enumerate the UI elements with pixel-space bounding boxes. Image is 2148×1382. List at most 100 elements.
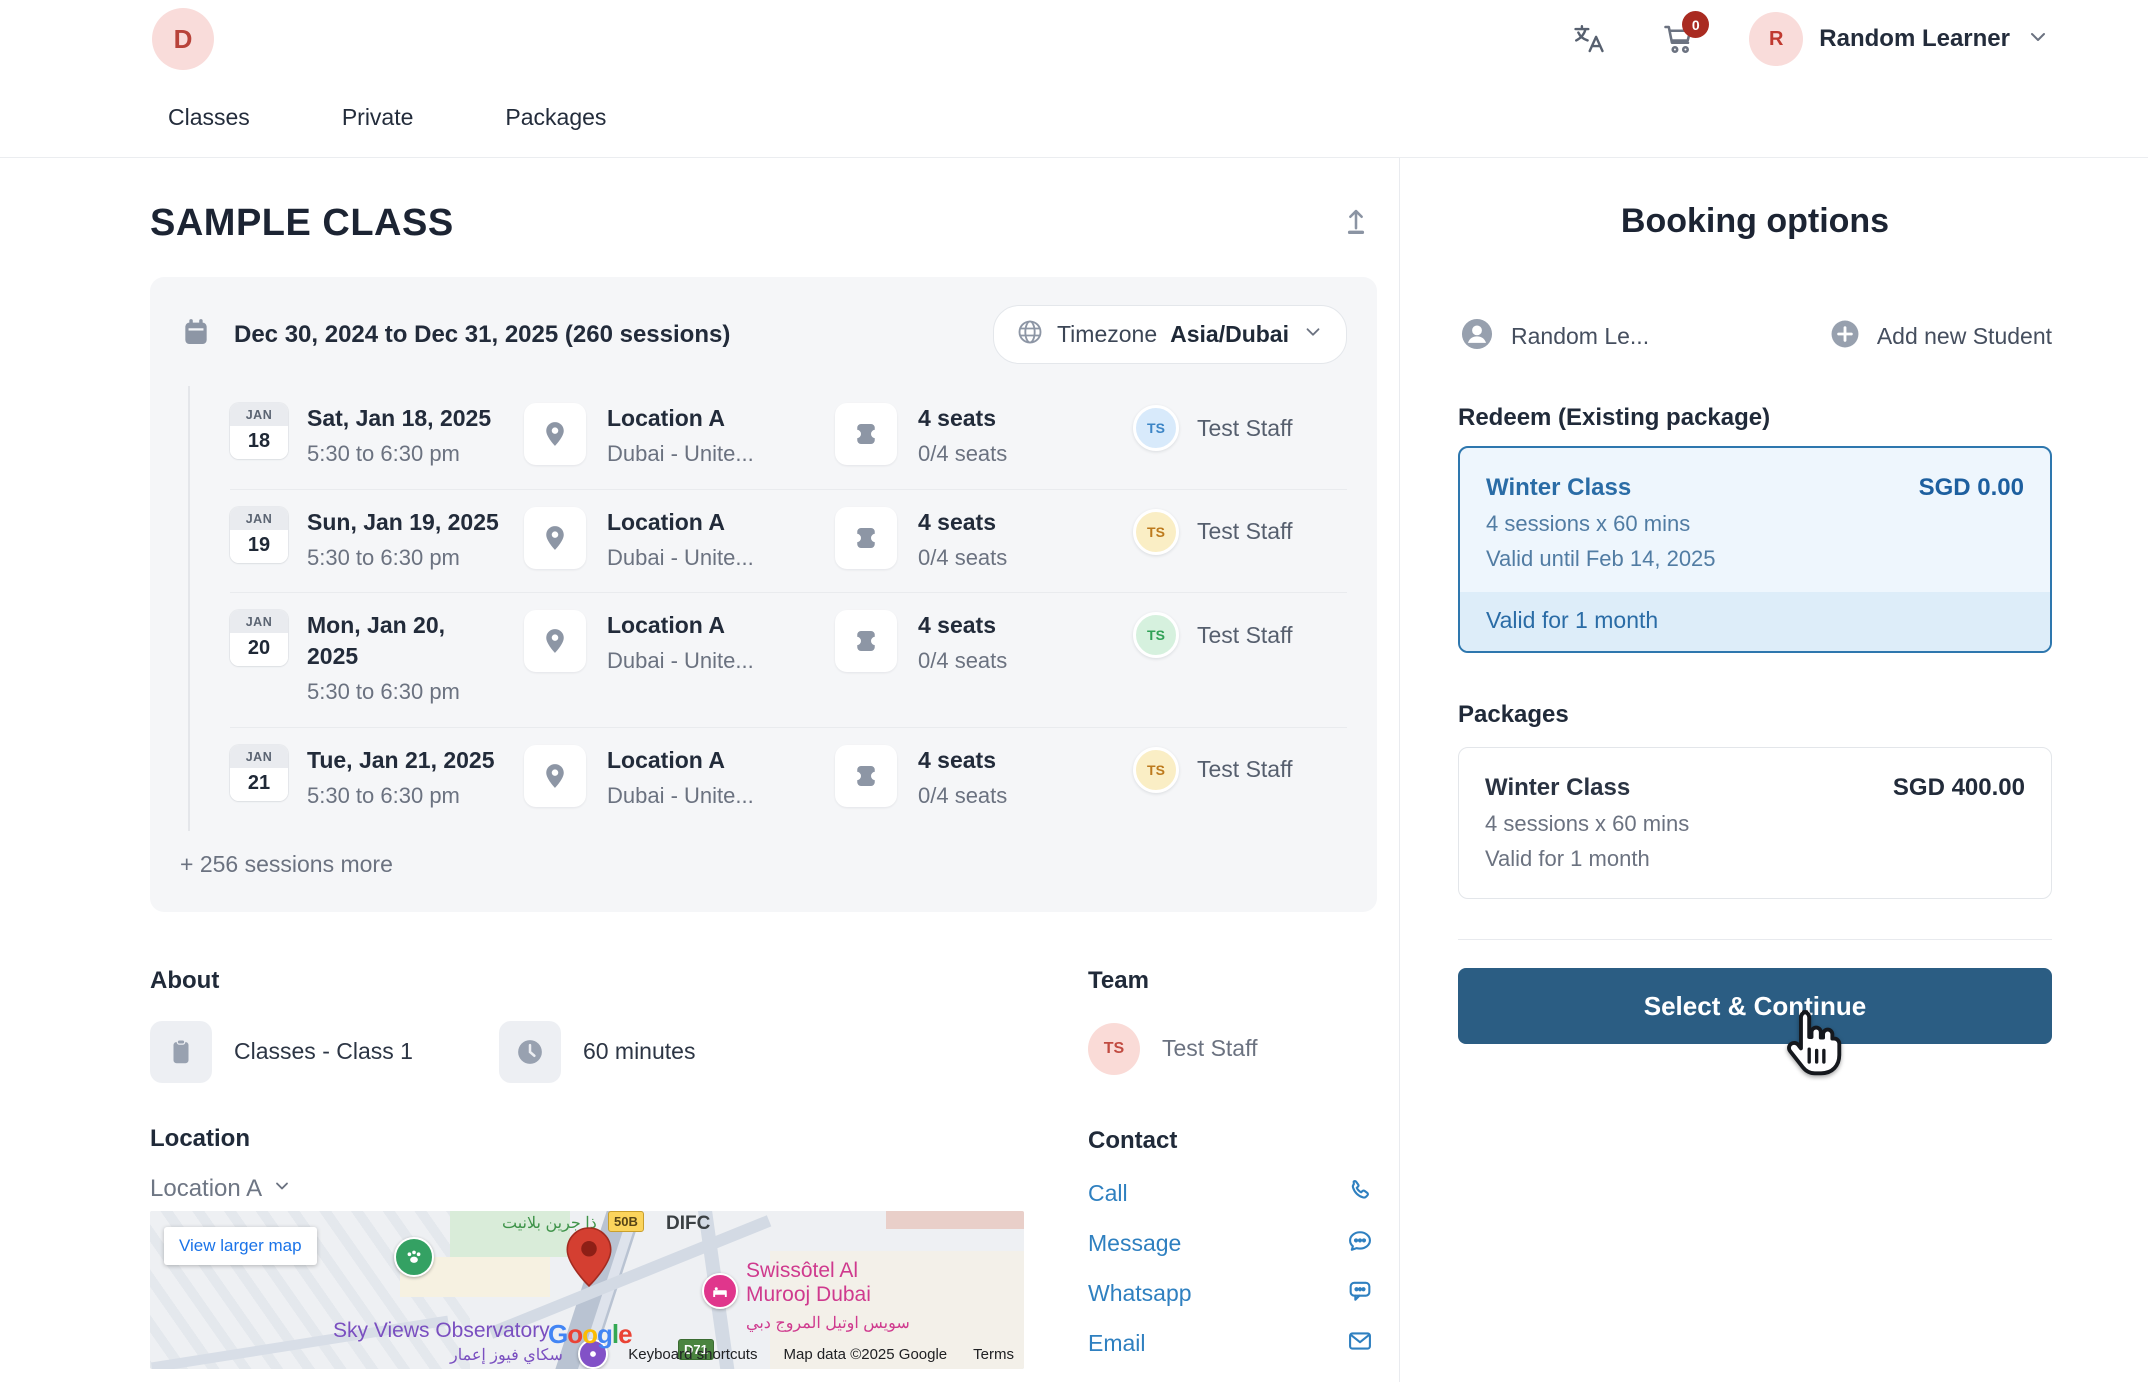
- map-label-sky-views-ar: سكاي فيوز إعمار: [450, 1346, 563, 1364]
- location-pin-icon: [524, 744, 586, 807]
- redeem-package-card[interactable]: Winter Class SGD 0.00 4 sessions x 60 mi…: [1458, 446, 2052, 653]
- clipboard-icon: [150, 1020, 212, 1083]
- map-label-sky-views: Sky Views Observatory: [333, 1318, 550, 1342]
- map-keyboard-shortcuts[interactable]: Keyboard shortcuts: [628, 1345, 758, 1363]
- staff-name: Test Staff: [1197, 756, 1293, 783]
- session-time: 5:30 to 6:30 pm: [307, 544, 460, 570]
- session-seats: 4 seats: [918, 508, 997, 535]
- seats-icon: [835, 610, 897, 673]
- session-date: Tue, Jan 21, 2025: [307, 746, 495, 773]
- duration-label: 60 minutes: [582, 1038, 696, 1065]
- staff-avatar: TS: [1133, 405, 1179, 451]
- location-heading: Location: [150, 1124, 250, 1152]
- tab-packages[interactable]: Packages: [505, 104, 607, 130]
- team-member[interactable]: TS Test Staff: [1088, 1022, 1377, 1075]
- view-larger-map-button[interactable]: View larger map: [164, 1226, 317, 1265]
- staff-name: Test Staff: [1197, 518, 1293, 545]
- brand-avatar[interactable]: D: [152, 8, 214, 70]
- add-new-student-button[interactable]: Add new Student: [1828, 317, 2052, 356]
- more-sessions-link[interactable]: + 256 sessions more: [180, 850, 393, 877]
- contact-message-link[interactable]: Message: [1088, 1219, 1374, 1269]
- map-road-badge-50b: 50B: [608, 1210, 644, 1232]
- top-header: D 0 R Random Learner: [0, 0, 2148, 78]
- session-seats-sub: 0/4 seats: [918, 544, 1008, 570]
- session-location: Location A: [607, 405, 725, 431]
- session-seats-sub: 0/4 seats: [918, 648, 1008, 674]
- session-location-sub: Dubai - Unite...: [607, 783, 754, 809]
- session-row[interactable]: JAN 18 Sat, Jan 18, 2025 5:30 to 6:30 pm…: [230, 386, 1347, 489]
- booking-panel: Booking options Random Le... Add new Stu…: [1400, 158, 2148, 1382]
- timezone-value: Asia/Dubai: [1170, 321, 1289, 347]
- date-range-label: Dec 30, 2024 to Dec 31, 2025 (260 sessio…: [234, 320, 731, 348]
- class-detail-panel: SAMPLE CLASS Dec 30, 2024 to Dec 31, 20: [0, 158, 1400, 1382]
- page-title: SAMPLE CLASS: [150, 202, 454, 244]
- phone-icon: [1346, 1177, 1374, 1210]
- date-chip: JAN 20: [230, 610, 288, 667]
- staff-avatar: TS: [1133, 508, 1179, 555]
- session-location-sub: Dubai - Unite...: [607, 544, 754, 570]
- map-observatory-marker[interactable]: [578, 1338, 608, 1369]
- tab-classes[interactable]: Classes: [168, 104, 250, 130]
- redeem-package-name: Winter Class: [1486, 474, 1632, 501]
- map-terms-link[interactable]: Terms: [973, 1345, 1014, 1363]
- location-pin-icon: [524, 506, 586, 569]
- session-seats-sub: 0/4 seats: [918, 783, 1008, 809]
- contact-call-link[interactable]: Call: [1088, 1169, 1374, 1219]
- person-icon: [1458, 315, 1496, 358]
- cart-count-badge: 0: [1682, 11, 1710, 38]
- whatsapp-chat-icon: [1346, 1277, 1374, 1310]
- session-location: Location A: [607, 508, 725, 535]
- cart-icon[interactable]: 0: [1659, 11, 1710, 59]
- timezone-selector[interactable]: Timezone Asia/Dubai: [992, 305, 1347, 364]
- location-selector[interactable]: Location A: [150, 1175, 292, 1203]
- map-hotel-marker[interactable]: [702, 1272, 738, 1309]
- contact-email-link[interactable]: Email: [1088, 1319, 1374, 1369]
- session-row[interactable]: JAN 20 Mon, Jan 20, 2025 5:30 to 6:30 pm…: [230, 592, 1347, 727]
- plus-circle-icon: [1828, 317, 1862, 356]
- session-location-sub: Dubai - Unite...: [607, 648, 754, 674]
- tab-private[interactable]: Private: [341, 104, 414, 130]
- date-chip: JAN 21: [230, 744, 288, 801]
- redeem-package-price: SGD 0.00: [1918, 474, 2024, 501]
- share-export-icon[interactable]: [1339, 204, 1373, 243]
- map-label-green-planet: ذا جرين بلانيت: [502, 1214, 597, 1232]
- team-member-name: Test Staff: [1162, 1035, 1258, 1062]
- map-label-hotel-ar: سويس اوتيل المروج دبي: [746, 1314, 910, 1332]
- contact-heading: Contact: [1088, 1126, 1178, 1154]
- session-location: Location A: [607, 612, 725, 639]
- class-category-label: Classes - Class 1: [234, 1038, 413, 1065]
- user-menu[interactable]: R Random Learner: [1749, 12, 2050, 66]
- redeem-package-validity: Valid until Feb 14, 2025: [1486, 546, 1716, 571]
- session-location-sub: Dubai - Unite...: [607, 441, 754, 467]
- select-continue-button[interactable]: Select & Continue: [1458, 968, 2052, 1044]
- location-pin-icon: [524, 610, 586, 673]
- date-chip: JAN 19: [230, 506, 288, 563]
- session-seats: 4 seats: [918, 405, 997, 431]
- session-time: 5:30 to 6:30 pm: [307, 783, 460, 809]
- session-row[interactable]: JAN 21 Tue, Jan 21, 2025 5:30 to 6:30 pm…: [230, 726, 1347, 831]
- map-red-pin[interactable]: [566, 1226, 612, 1287]
- package-card[interactable]: Winter Class SGD 400.00 4 sessions x 60 …: [1458, 747, 2052, 899]
- contact-whatsapp-link[interactable]: Whatsapp: [1088, 1269, 1374, 1319]
- staff-avatar: TS: [1133, 746, 1179, 793]
- selected-student[interactable]: Random Le...: [1458, 315, 1649, 358]
- globe-icon: [1016, 318, 1044, 351]
- session-date: Sun, Jan 19, 2025: [307, 508, 499, 535]
- seats-icon: [835, 506, 897, 569]
- session-seats-sub: 0/4 seats: [918, 441, 1008, 467]
- map-data-attribution: Map data ©2025 Google: [783, 1345, 948, 1363]
- map-road-badge-d71: D71: [678, 1338, 714, 1360]
- booking-options-title: Booking options: [1620, 202, 1890, 240]
- map-label-hotel: Swissôtel Al Murooj Dubai: [746, 1258, 871, 1306]
- user-name: Random Learner: [1819, 25, 2010, 52]
- session-row[interactable]: JAN 19 Sun, Jan 19, 2025 5:30 to 6:30 pm…: [230, 488, 1347, 593]
- session-time: 5:30 to 6:30 pm: [307, 679, 460, 705]
- google-map[interactable]: ذا جرين بلانيت DIFC 50B Swissôtel Al Mur…: [150, 1210, 1024, 1369]
- map-label-difc: DIFC: [666, 1212, 711, 1234]
- google-logo: Google: [548, 1318, 633, 1349]
- session-date: Mon, Jan 20, 2025: [307, 612, 446, 670]
- language-icon[interactable]: [1569, 19, 1609, 59]
- map-paw-marker[interactable]: [394, 1236, 434, 1277]
- session-time: 5:30 to 6:30 pm: [307, 441, 460, 467]
- seats-icon: [835, 403, 897, 465]
